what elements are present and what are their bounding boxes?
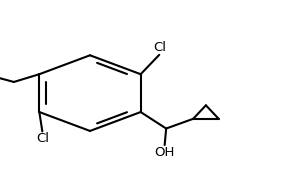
Text: Cl: Cl (153, 41, 167, 54)
Text: OH: OH (154, 146, 175, 159)
Text: Cl: Cl (36, 132, 49, 146)
